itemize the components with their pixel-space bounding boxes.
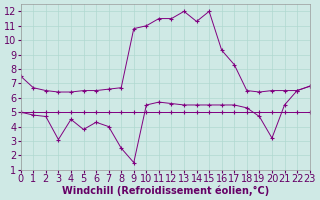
X-axis label: Windchill (Refroidissement éolien,°C): Windchill (Refroidissement éolien,°C) [61,185,269,196]
